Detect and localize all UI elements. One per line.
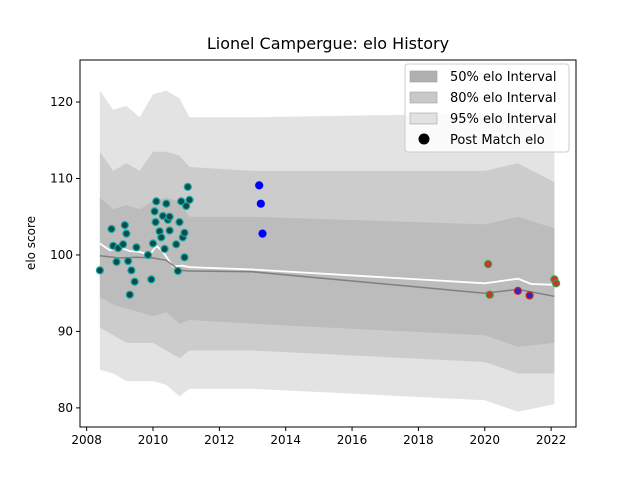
y-tick-label: 90 xyxy=(58,324,73,338)
post-match-point xyxy=(180,228,189,237)
legend-swatch xyxy=(409,91,438,104)
post-match-point xyxy=(160,244,169,253)
legend-label: 95% elo Interval xyxy=(450,112,557,127)
x-tick-label: 2022 xyxy=(536,433,567,447)
y-tick-label: 80 xyxy=(58,401,73,415)
legend-marker xyxy=(418,133,430,145)
x-tick-label: 2018 xyxy=(403,433,434,447)
post-match-point xyxy=(125,290,134,299)
post-match-point xyxy=(127,266,136,275)
post-match-point xyxy=(165,226,174,235)
y-tick-label: 110 xyxy=(50,172,73,186)
post-match-point xyxy=(162,199,171,208)
post-match-point xyxy=(95,266,105,275)
post-match-point xyxy=(183,182,192,191)
post-match-point xyxy=(255,181,264,190)
post-match-point xyxy=(172,240,181,249)
axes-frame xyxy=(79,59,577,428)
ci50-band xyxy=(99,197,555,347)
post-match-point xyxy=(180,253,189,262)
post-match-point xyxy=(182,201,191,211)
post-match-point xyxy=(148,239,158,248)
post-match-point xyxy=(150,207,159,216)
post-match-point xyxy=(484,260,493,269)
legend-label: 80% elo Interval xyxy=(450,91,557,106)
post-match-point xyxy=(132,243,141,252)
y-axis-label: elo score xyxy=(24,216,38,270)
chart-title: Lionel Campergue: elo History xyxy=(207,34,449,53)
post-match-point xyxy=(107,224,116,234)
post-match-point xyxy=(157,233,166,242)
post-match-point xyxy=(175,218,184,227)
x-tick-label: 2008 xyxy=(71,433,102,447)
legend-label: Post Match elo xyxy=(450,133,545,148)
legend: 50% elo Interval 80% elo Interval 95% elo … xyxy=(404,63,570,153)
post-match-point xyxy=(143,250,153,260)
post-match-point xyxy=(525,291,534,300)
post-match-point xyxy=(118,240,128,249)
post-match-point xyxy=(152,197,161,206)
post-match-point xyxy=(130,277,139,286)
post-match-point xyxy=(485,290,494,299)
post-match-point xyxy=(256,199,265,208)
x-tick-label: 2016 xyxy=(337,433,368,447)
post-match-point xyxy=(177,197,186,206)
plot-area: 2008 2010 2012 2014 2016 2018 2020 2022 80 90 100 1… xyxy=(50,59,577,447)
x-tick-label: 2010 xyxy=(138,433,169,447)
y-tick-label: 100 xyxy=(50,248,73,262)
x-tick-label: 2014 xyxy=(270,433,301,447)
post-match-point xyxy=(112,257,121,266)
post-match-point xyxy=(173,266,182,276)
legend-swatch xyxy=(409,112,438,125)
legend-box xyxy=(404,63,570,153)
x-tick-label: 2012 xyxy=(204,433,235,447)
post-match-point xyxy=(258,229,267,238)
post-match-point xyxy=(147,275,156,284)
post-match-point xyxy=(124,257,133,266)
legend-swatch xyxy=(409,70,438,83)
y-tick-label: 120 xyxy=(50,95,73,109)
post-match-point xyxy=(120,221,129,230)
mean-elo-line xyxy=(99,242,555,286)
post-match-point xyxy=(513,286,523,295)
post-match-point xyxy=(185,195,194,204)
post-match-point xyxy=(122,229,131,238)
legend-label: 50% elo Interval xyxy=(450,70,557,85)
post-match-point xyxy=(551,279,561,288)
post-match-point xyxy=(165,212,174,221)
x-tick-label: 2020 xyxy=(469,433,500,447)
post-match-point xyxy=(151,218,160,227)
